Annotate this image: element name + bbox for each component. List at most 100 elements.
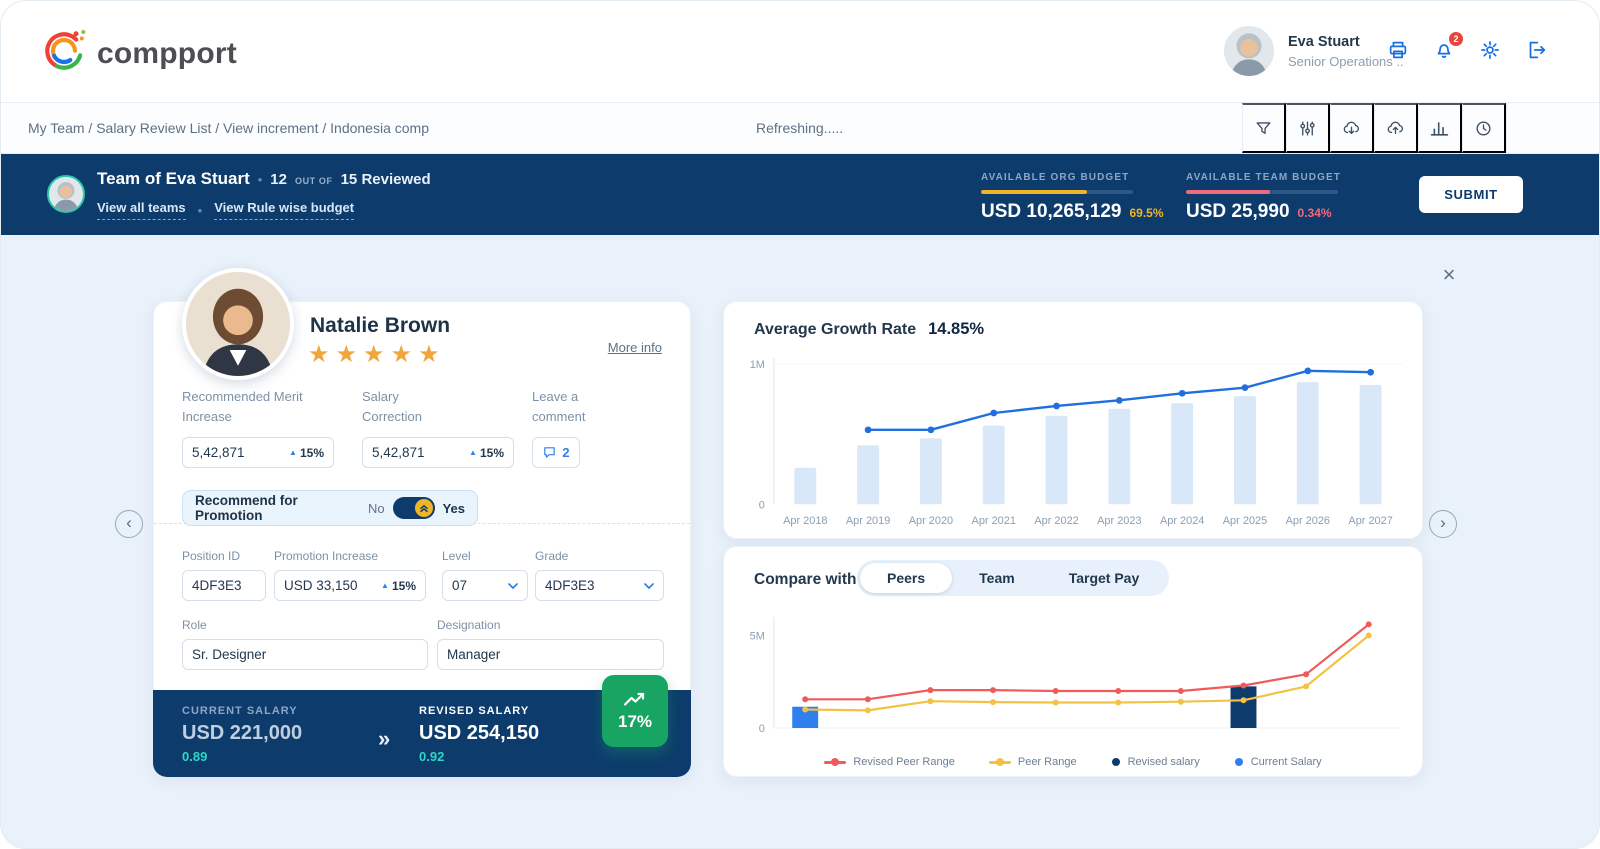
employee-name: Natalie Brown — [310, 314, 451, 337]
team-budget-label: AVAILABLE TEAM BUDGET — [1186, 172, 1341, 183]
compare-with-label: Compare with — [754, 571, 857, 588]
legend-marker-icon — [988, 758, 1011, 767]
team-budget-bar — [1186, 190, 1338, 194]
content-area: × ‹ › Natalie Brown ★★★★★ More info Reco… — [1, 235, 1599, 848]
org-budget-bar — [981, 190, 1133, 194]
role-input[interactable]: Sr. Designer — [182, 639, 428, 670]
team-budget-percent: 0.34% — [1297, 206, 1332, 220]
previous-employee-button[interactable]: ‹ — [115, 510, 143, 538]
refreshing-status: Refreshing..... — [756, 120, 844, 136]
double-chevron-icon: » — [378, 726, 391, 751]
breadcrumb[interactable]: My Team / Salary Review List / View incr… — [28, 120, 429, 136]
view-rule-budget-link[interactable]: View Rule wise budget — [214, 200, 355, 220]
tab-target-pay[interactable]: Target Pay — [1042, 563, 1167, 593]
settings-gear-icon[interactable] — [1479, 39, 1501, 61]
promotion-row: Recommend for Promotion No Yes — [182, 490, 478, 526]
org-budget: AVAILABLE ORG BUDGET USD 10,265,129 69.5… — [981, 172, 1164, 223]
growth-rate-value: 14.85% — [928, 320, 985, 338]
employee-card: Natalie Brown ★★★★★ More info Recommende… — [153, 268, 691, 777]
level-select[interactable]: 07 — [442, 570, 528, 601]
leave-comment-label: Leave a comment — [532, 389, 586, 424]
svg-text:Apr 2024: Apr 2024 — [1160, 515, 1204, 527]
legend-marker-icon — [1111, 758, 1121, 767]
legend-item: Peer Range — [988, 756, 1077, 768]
salary-correction-label: Salary Correction — [362, 389, 422, 424]
legend-marker-icon — [824, 758, 847, 767]
designation-label: Designation — [437, 618, 501, 632]
svg-text:1M: 1M — [750, 359, 765, 371]
revised-salary-block: REVISED SALARY USD 254,150 0.92 — [419, 705, 540, 764]
merit-increase-label: Recommended Merit Increase — [182, 389, 303, 424]
bullet: • — [197, 202, 203, 218]
legend-item: Revised salary — [1111, 756, 1200, 768]
svg-text:Apr 2021: Apr 2021 — [972, 515, 1016, 527]
compport-logo: compport — [41, 28, 237, 79]
reviewed-count: 12 — [270, 171, 287, 188]
download-cloud-icon[interactable] — [1330, 103, 1374, 153]
legend-marker-icon — [1234, 758, 1244, 767]
logout-icon[interactable] — [1525, 39, 1547, 61]
promotion-increase-input[interactable]: USD 33,150 ▲ 15% — [274, 570, 426, 601]
tab-team[interactable]: Team — [952, 563, 1042, 593]
grade-label: Grade — [535, 549, 569, 563]
salary-correction-input[interactable]: 5,42,871 ▲ 15% — [362, 437, 514, 468]
grade-select[interactable]: 4DF3E3 — [535, 570, 664, 601]
close-icon[interactable]: × — [1437, 263, 1461, 287]
promotion-yes-label: Yes — [442, 500, 465, 516]
svg-text:5M: 5M — [750, 630, 765, 642]
designation-input[interactable]: Manager — [437, 639, 664, 670]
svg-text:Apr 2022: Apr 2022 — [1034, 515, 1078, 527]
svg-text:Apr 2019: Apr 2019 — [846, 515, 890, 527]
svg-text:Apr 2025: Apr 2025 — [1223, 515, 1267, 527]
position-id-input[interactable]: 4DF3E3 — [182, 570, 266, 601]
merit-increase-input[interactable]: 5,42,871 ▲ 15% — [182, 437, 334, 468]
compare-chart: 5M 0 — [736, 605, 1410, 740]
svg-text:Apr 2026: Apr 2026 — [1286, 515, 1330, 527]
org-budget-label: AVAILABLE ORG BUDGET — [981, 172, 1130, 183]
filter-icon[interactable] — [1242, 103, 1286, 153]
submit-button[interactable]: SUBMIT — [1419, 176, 1523, 213]
svg-text:Apr 2023: Apr 2023 — [1097, 515, 1141, 527]
svg-text:0: 0 — [759, 723, 765, 735]
level-label: Level — [442, 549, 471, 563]
notifications-bell-icon[interactable]: 2 — [1433, 32, 1463, 61]
growth-title: Average Growth Rate 14.85% — [754, 320, 985, 338]
bullet: • — [257, 172, 263, 187]
next-employee-button[interactable]: › — [1429, 510, 1457, 538]
toggle-knob-icon — [414, 499, 433, 517]
user-name: Eva Stuart — [1288, 33, 1360, 50]
org-budget-value: USD 10,265,129 — [981, 201, 1122, 222]
header: compport Eva Stuart Senior Operations .. — [1, 1, 1599, 102]
toolbar: My Team / Salary Review List / View incr… — [1, 102, 1599, 154]
promotion-toggle[interactable] — [392, 497, 435, 519]
star-rating: ★★★★★ — [308, 341, 446, 368]
legend-item: Current Salary — [1234, 756, 1322, 768]
trend-up-icon — [623, 692, 645, 706]
team-links: View all teams • View Rule wise budget — [97, 200, 355, 220]
user-role: Senior Operations .. — [1288, 53, 1404, 69]
compare-card: Compare with Peers Team Target Pay 5M 0 R… — [723, 546, 1423, 777]
upload-cloud-icon[interactable] — [1374, 103, 1418, 153]
increase-percent: 17% — [617, 711, 653, 731]
logo-mark-icon — [41, 28, 87, 79]
comment-bubble-icon — [544, 447, 556, 458]
reviewed-of: OUT OF — [294, 176, 333, 186]
comment-button[interactable]: 2 — [532, 437, 580, 468]
org-budget-percent: 69.5% — [1129, 206, 1164, 220]
promotion-label: Recommend for Promotion — [195, 493, 298, 523]
chevron-down-icon — [508, 582, 518, 589]
view-all-teams-link[interactable]: View all teams — [97, 200, 186, 220]
history-clock-icon[interactable] — [1462, 103, 1506, 153]
reviewed-total: 15 Reviewed — [340, 171, 431, 188]
bar-chart-icon[interactable] — [1418, 103, 1462, 153]
notification-badge: 2 — [1449, 32, 1463, 46]
team-title: Team of Eva Stuart — [97, 169, 250, 188]
user-profile[interactable]: Eva Stuart Senior Operations .. — [1224, 26, 1404, 76]
toolbar-icon-group — [1242, 103, 1507, 153]
more-info-link[interactable]: More info — [607, 340, 662, 355]
employee-photo — [182, 268, 294, 380]
print-icon[interactable] — [1387, 39, 1409, 61]
sliders-icon[interactable] — [1286, 103, 1330, 153]
tab-peers[interactable]: Peers — [860, 563, 953, 593]
